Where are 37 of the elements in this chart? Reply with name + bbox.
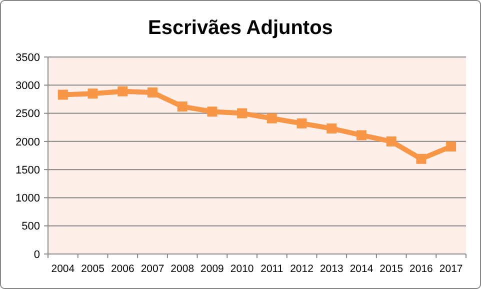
point bbox=[177, 102, 188, 112]
y-tick-label: 2500 bbox=[16, 108, 40, 120]
point bbox=[416, 154, 426, 164]
point bbox=[118, 86, 128, 96]
point bbox=[326, 123, 337, 134]
x-tick-label: 2011 bbox=[260, 263, 284, 275]
point bbox=[58, 90, 68, 100]
x-tick-label: 2007 bbox=[140, 263, 164, 275]
point bbox=[148, 87, 158, 98]
x-tick-label: 2006 bbox=[110, 263, 134, 275]
x-tick-label: 2008 bbox=[170, 263, 194, 275]
point bbox=[296, 118, 307, 128]
x-tick-label: 2012 bbox=[290, 263, 314, 275]
y-tick-label: 3500 bbox=[16, 52, 40, 64]
y-tick-label: 500 bbox=[22, 220, 40, 233]
y-tick-label: 3000 bbox=[16, 80, 40, 92]
point bbox=[266, 113, 277, 124]
y-tick-label: 1000 bbox=[16, 192, 40, 205]
y-tick-label: 2000 bbox=[16, 136, 40, 148]
point bbox=[237, 108, 248, 118]
point bbox=[88, 88, 98, 99]
x-tick-label: 2005 bbox=[81, 263, 105, 275]
x-tick-label: 2017 bbox=[439, 263, 463, 275]
point bbox=[446, 141, 456, 152]
x-tick-label: 2016 bbox=[410, 263, 434, 275]
point bbox=[207, 106, 218, 117]
point bbox=[356, 130, 366, 140]
point bbox=[386, 136, 396, 146]
x-tick-label: 2009 bbox=[200, 263, 224, 275]
y-tick-label: 0 bbox=[34, 248, 40, 261]
chart-title: Escrivães Adjuntos bbox=[148, 17, 333, 39]
x-tick-label: 2014 bbox=[350, 263, 374, 275]
x-tick-label: 2015 bbox=[380, 263, 404, 275]
y-tick-label: 1500 bbox=[16, 164, 40, 176]
x-tick-label: 2004 bbox=[51, 263, 75, 275]
x-tick-label: 2013 bbox=[320, 263, 344, 275]
x-tick-label: 2010 bbox=[230, 263, 254, 275]
